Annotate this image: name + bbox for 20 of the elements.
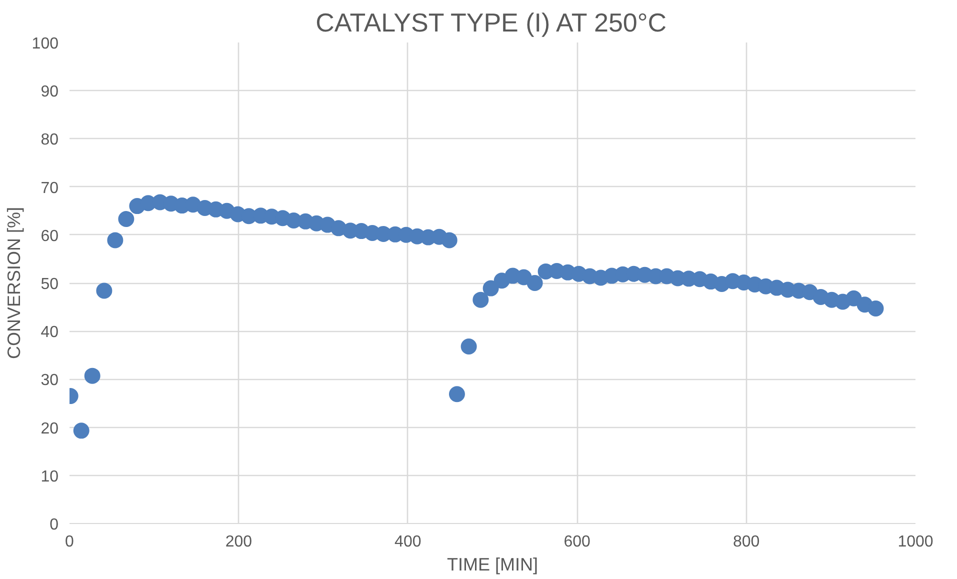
x-tick-label: 600 [564,534,591,550]
y-tick-label: 80 [40,132,59,149]
x-tick-label: 800 [732,534,760,550]
x-tick-label: 400 [394,534,422,550]
y-tick-label: 0 [50,516,59,534]
y-axis-title: CONVERSION [%] [4,206,24,360]
x-tick-label: 1000 [898,534,934,550]
y-tick-label: 70 [40,180,59,197]
y-tick-label: 60 [40,228,59,245]
x-axis-title: TIME [MIN] [447,554,538,574]
y-tick-label: 50 [40,276,59,293]
y-tick-label: 30 [40,372,59,390]
y-tick-label: 10 [40,468,59,486]
y-tick-label: 90 [40,84,59,101]
x-tick-label: 0 [65,534,74,550]
y-tick-label: 40 [40,324,59,342]
x-tick-label: 200 [225,534,252,550]
y-tick-label: 20 [40,420,59,438]
y-tick-label: 100 [32,36,59,52]
chart-title: CATALYST TYPE (I) AT 250°C [316,8,667,38]
